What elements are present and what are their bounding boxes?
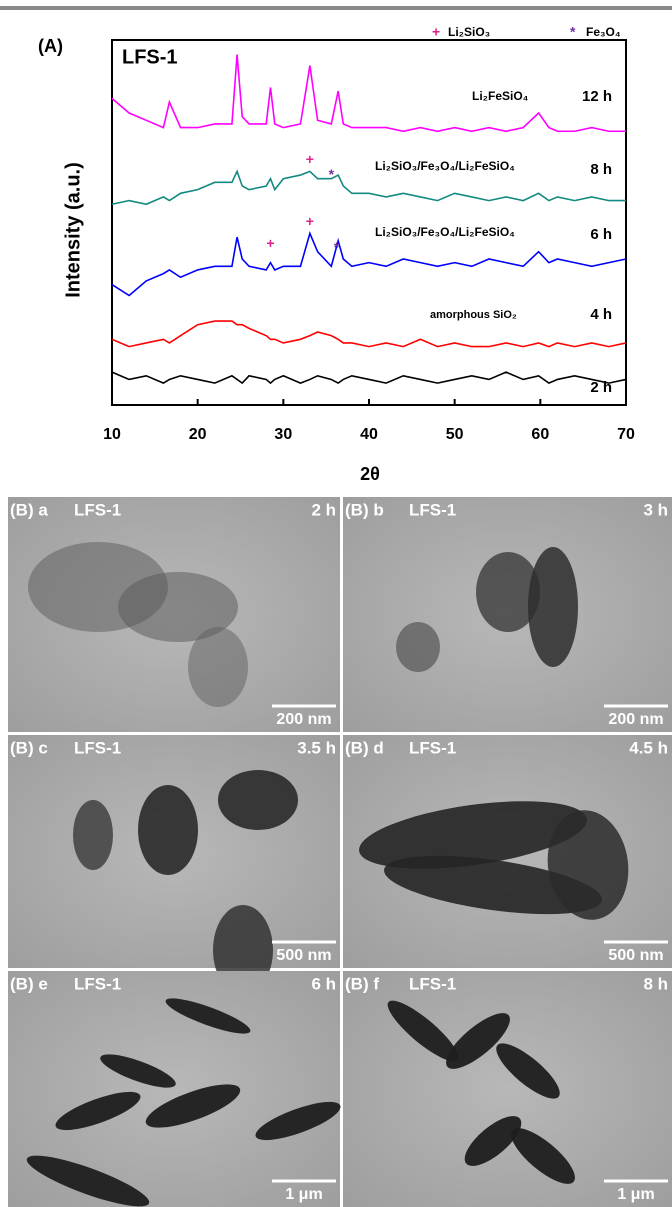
particle [255, 1101, 341, 1141]
particle [384, 855, 602, 915]
sample-label: LFS-1 [74, 500, 121, 519]
particle [496, 1043, 560, 1099]
particle [446, 1013, 510, 1069]
xrd-curve [111, 169, 626, 206]
panel-label: (B) b [345, 500, 384, 519]
scale-label: 500 nm [276, 947, 331, 964]
sample-label: LFS-1 [409, 974, 456, 993]
scale-label: 200 nm [608, 711, 663, 728]
scale-label: 1 μm [285, 1186, 322, 1203]
tem-panel: (B) c LFS-1 3.5 h 500 nm [8, 735, 340, 995]
particle [387, 1000, 459, 1062]
time-label: 3.5 h [297, 738, 336, 757]
particle [100, 1054, 176, 1088]
particle [396, 622, 440, 672]
time-label: 6 h [311, 974, 336, 993]
scale-label: 200 nm [276, 711, 331, 728]
peak-marker: * [334, 239, 340, 255]
tem-panel: (B) f LFS-1 8 h 1 μm [343, 971, 672, 1207]
peak-marker: * [329, 166, 335, 182]
particle [138, 785, 198, 875]
x-tick-label: 10 [103, 426, 121, 443]
particle [528, 547, 578, 667]
x-tick-label: 20 [189, 426, 207, 443]
top-rule [0, 6, 672, 10]
sample-label: LFS-1 [409, 738, 456, 757]
particle [188, 627, 248, 707]
particle [476, 552, 540, 632]
peak-marker: + [306, 213, 314, 229]
series-label: 2 h [590, 379, 612, 396]
phase-label: amorphous SiO₂ [430, 309, 517, 321]
particle [145, 1084, 241, 1128]
peak-marker: + [306, 151, 314, 167]
panel-label: (B) d [345, 738, 384, 757]
x-tick-label: 60 [531, 426, 549, 443]
particle [511, 1128, 575, 1184]
tem-panel: (B) d LFS-1 4.5 h 500 nm [343, 735, 672, 968]
plot-frame [111, 39, 627, 406]
x-tick-label: 40 [360, 426, 378, 443]
phase-label: Li₂SiO₃/Fe₃O₄/Li₂FeSiO₄ [375, 225, 515, 239]
tem-panel: (B) a LFS-1 2 h 200 nm [8, 497, 340, 732]
panel-label: (A) [38, 36, 63, 56]
y-axis-label: Intensity (a.u.) [62, 162, 84, 298]
particle [547, 810, 629, 920]
legend-label: Li₂SiO₃ [448, 25, 490, 39]
x-axis-label: 2θ [360, 464, 380, 484]
sample-label: LFS-1 [74, 738, 121, 757]
x-tick-label: 50 [446, 426, 464, 443]
tem-panel: (B) e LFS-1 6 h 1 μm [8, 971, 341, 1207]
time-label: 3 h [643, 500, 668, 519]
particle [218, 770, 298, 830]
series-label: 4 h [590, 306, 612, 323]
series-label: 12 h [582, 88, 612, 105]
peak-marker: + [266, 235, 274, 251]
panel-label: (B) c [10, 738, 48, 757]
time-label: 4.5 h [629, 738, 668, 757]
x-tick-label: 30 [274, 426, 292, 443]
time-label: 2 h [311, 500, 336, 519]
series-label: 6 h [590, 226, 612, 243]
panel-label: (B) a [10, 500, 48, 519]
particle [464, 1116, 522, 1166]
particle [359, 801, 587, 869]
legend-symbol: * [570, 24, 576, 40]
panel-label: (B) e [10, 974, 48, 993]
x-tick-label: 70 [617, 426, 635, 443]
series-label: 8 h [590, 161, 612, 178]
particle [118, 572, 238, 642]
xrd-curve [111, 320, 627, 348]
xrd-curve [111, 371, 627, 385]
phase-label: Li₂FeSiO₄ [472, 89, 529, 103]
legend-label: Fe₃O₄ [586, 25, 621, 39]
particle [165, 998, 251, 1034]
scale-label: 1 μm [617, 1186, 654, 1203]
legend-symbol: + [432, 24, 440, 40]
panel-label: (B) f [345, 974, 379, 993]
sample-label: LFS-1 [409, 500, 456, 519]
scale-label: 500 nm [608, 947, 663, 964]
xrd-curve [111, 231, 627, 297]
sample-label: LFS-1 [74, 974, 121, 993]
time-label: 8 h [643, 974, 668, 993]
particle [55, 1091, 141, 1131]
particle [26, 1155, 150, 1207]
particle [73, 800, 113, 870]
tem-panel: (B) b LFS-1 3 h 200 nm [343, 497, 672, 732]
xrd-curve [111, 54, 626, 133]
chart-title: LFS-1 [122, 46, 178, 68]
phase-label: Li₂SiO₃/Fe₃O₄/Li₂FeSiO₄ [375, 159, 515, 173]
